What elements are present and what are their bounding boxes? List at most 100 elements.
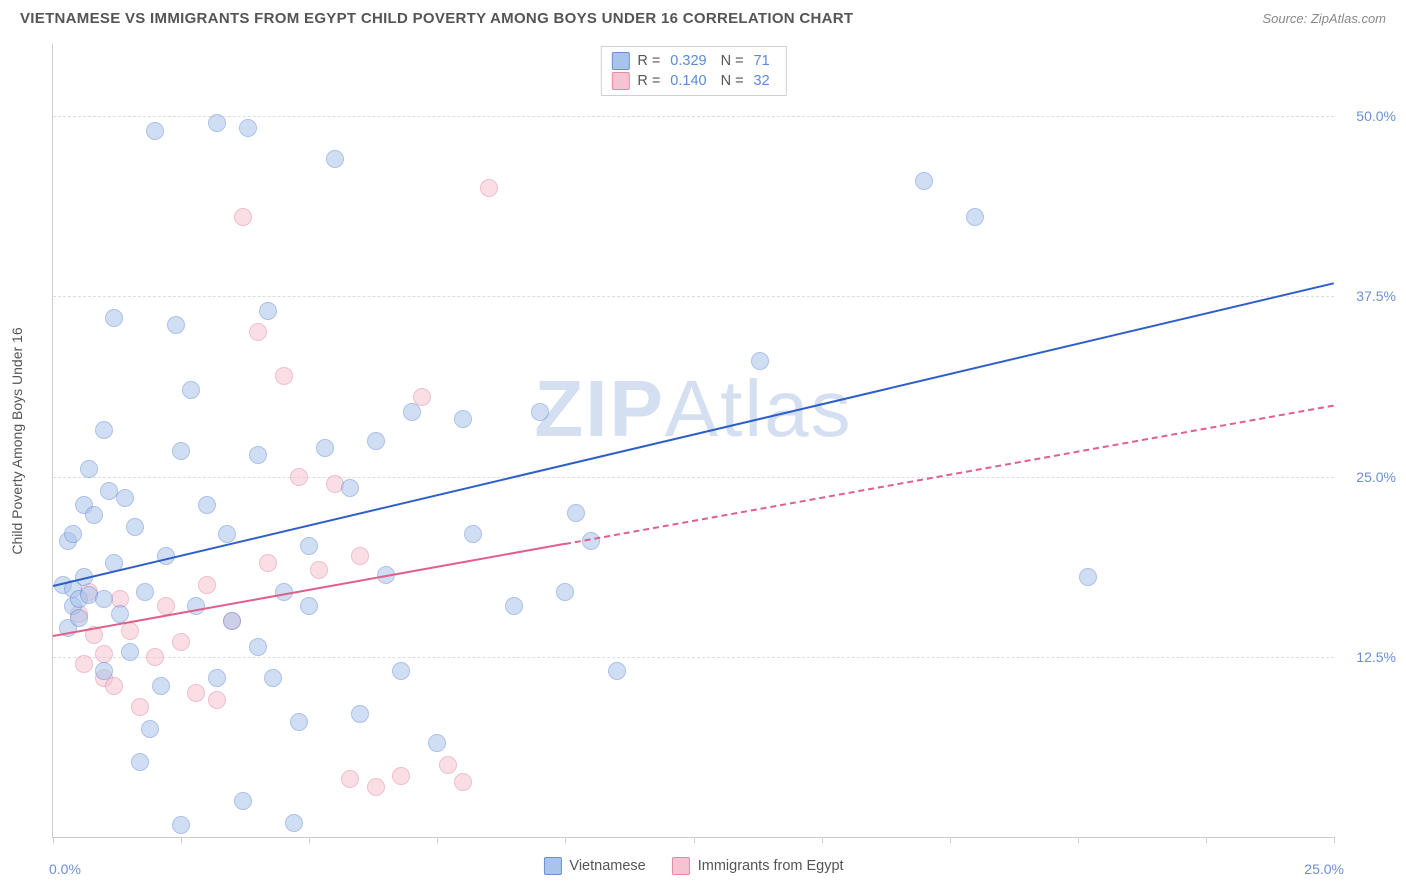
data-point-vietnamese xyxy=(290,713,308,731)
n-value-egypt: 32 xyxy=(754,73,770,89)
data-point-egypt xyxy=(131,698,149,716)
data-point-vietnamese xyxy=(95,590,113,608)
chart-title: VIETNAMESE VS IMMIGRANTS FROM EGYPT CHIL… xyxy=(20,10,853,27)
data-point-vietnamese xyxy=(64,525,82,543)
data-point-vietnamese xyxy=(172,442,190,460)
data-point-vietnamese xyxy=(464,525,482,543)
swatch-egypt xyxy=(611,72,629,90)
data-point-vietnamese xyxy=(608,662,626,680)
n-label: N = xyxy=(721,73,744,89)
legend-label-egypt: Immigrants from Egypt xyxy=(698,858,844,874)
x-tick xyxy=(565,837,566,843)
y-tick-label: 50.0% xyxy=(1340,108,1396,124)
data-point-vietnamese xyxy=(223,612,241,630)
gridline xyxy=(53,296,1334,297)
data-point-vietnamese xyxy=(146,122,164,140)
n-value-vietnamese: 71 xyxy=(754,53,770,69)
x-tick xyxy=(822,837,823,843)
data-point-egypt xyxy=(310,561,328,579)
data-point-egypt xyxy=(439,756,457,774)
data-point-egypt xyxy=(275,367,293,385)
data-point-vietnamese xyxy=(208,669,226,687)
data-point-vietnamese xyxy=(198,496,216,514)
source-label: Source: ZipAtlas.com xyxy=(1262,11,1386,26)
data-point-egypt xyxy=(341,770,359,788)
trendline-vietnamese xyxy=(53,282,1334,587)
legend-row-vietnamese: R = 0.329 N = 71 xyxy=(611,51,775,71)
swatch-vietnamese xyxy=(543,857,561,875)
data-point-vietnamese xyxy=(1079,568,1097,586)
data-point-vietnamese xyxy=(121,643,139,661)
x-tick xyxy=(309,837,310,843)
n-label: N = xyxy=(721,53,744,69)
data-point-vietnamese xyxy=(428,734,446,752)
data-point-vietnamese xyxy=(915,172,933,190)
data-point-vietnamese xyxy=(966,208,984,226)
data-point-vietnamese xyxy=(556,583,574,601)
x-axis-min-label: 0.0% xyxy=(49,861,81,877)
data-point-vietnamese xyxy=(111,605,129,623)
data-point-vietnamese xyxy=(80,460,98,478)
correlation-legend: R = 0.329 N = 71 R = 0.140 N = 32 xyxy=(600,46,786,96)
data-point-vietnamese xyxy=(300,597,318,615)
data-point-vietnamese xyxy=(326,150,344,168)
swatch-vietnamese xyxy=(611,52,629,70)
data-point-vietnamese xyxy=(249,446,267,464)
data-point-egypt xyxy=(208,691,226,709)
data-point-egypt xyxy=(454,773,472,791)
data-point-egypt xyxy=(95,645,113,663)
data-point-vietnamese xyxy=(116,489,134,507)
data-point-egypt xyxy=(367,778,385,796)
legend-row-egypt: R = 0.140 N = 32 xyxy=(611,71,775,91)
y-tick-label: 25.0% xyxy=(1340,469,1396,485)
data-point-vietnamese xyxy=(567,504,585,522)
data-point-egypt xyxy=(290,468,308,486)
data-point-vietnamese xyxy=(285,814,303,832)
legend-label-vietnamese: Vietnamese xyxy=(569,858,645,874)
data-point-egypt xyxy=(351,547,369,565)
data-point-egypt xyxy=(75,655,93,673)
data-point-egypt xyxy=(234,208,252,226)
gridline xyxy=(53,657,1334,658)
x-tick xyxy=(1206,837,1207,843)
data-point-vietnamese xyxy=(300,537,318,555)
gridline xyxy=(53,116,1334,117)
r-label: R = xyxy=(637,73,660,89)
x-tick xyxy=(1334,837,1335,843)
data-point-vietnamese xyxy=(392,662,410,680)
data-point-vietnamese xyxy=(751,352,769,370)
data-point-vietnamese xyxy=(126,518,144,536)
data-point-vietnamese xyxy=(259,302,277,320)
x-axis-max-label: 25.0% xyxy=(1304,861,1344,877)
data-point-vietnamese xyxy=(95,662,113,680)
data-point-vietnamese xyxy=(218,525,236,543)
data-point-egypt xyxy=(121,622,139,640)
y-tick-label: 12.5% xyxy=(1340,649,1396,665)
x-tick xyxy=(950,837,951,843)
gridline xyxy=(53,477,1334,478)
swatch-egypt xyxy=(672,857,690,875)
data-point-vietnamese xyxy=(172,816,190,834)
data-point-egypt xyxy=(187,684,205,702)
data-point-vietnamese xyxy=(249,638,267,656)
data-point-egypt xyxy=(146,648,164,666)
r-value-vietnamese: 0.329 xyxy=(670,53,706,69)
data-point-vietnamese xyxy=(141,720,159,738)
data-point-vietnamese xyxy=(167,316,185,334)
data-point-vietnamese xyxy=(341,479,359,497)
data-point-vietnamese xyxy=(105,309,123,327)
data-point-vietnamese xyxy=(136,583,154,601)
x-tick xyxy=(1078,837,1079,843)
chart-plot-area: ZIPAtlas Child Poverty Among Boys Under … xyxy=(52,44,1334,838)
data-point-vietnamese xyxy=(264,669,282,687)
y-axis-title: Child Poverty Among Boys Under 16 xyxy=(9,327,25,554)
x-tick xyxy=(437,837,438,843)
data-point-vietnamese xyxy=(239,119,257,137)
data-point-vietnamese xyxy=(70,609,88,627)
data-point-egypt xyxy=(259,554,277,572)
legend-item-egypt: Immigrants from Egypt xyxy=(672,857,844,875)
data-point-egypt xyxy=(105,677,123,695)
x-tick xyxy=(53,837,54,843)
x-tick xyxy=(694,837,695,843)
x-tick xyxy=(181,837,182,843)
